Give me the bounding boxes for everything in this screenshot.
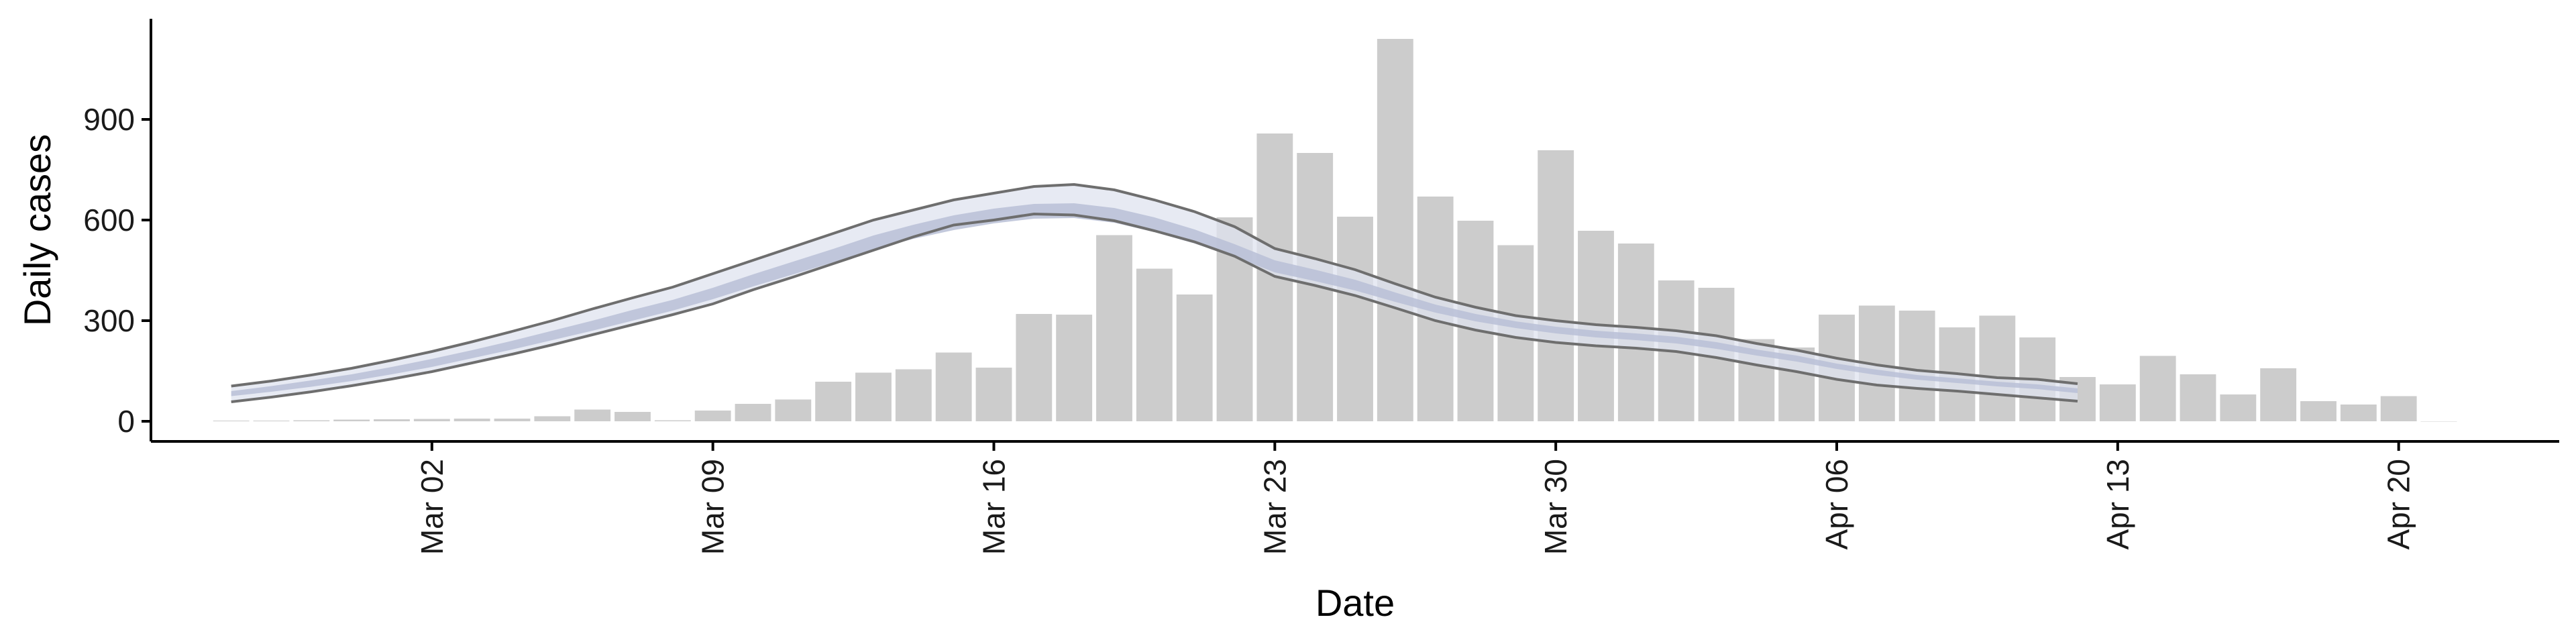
daily-cases-bar xyxy=(413,419,450,421)
daily-cases-bar xyxy=(534,416,571,421)
daily-cases-bar xyxy=(975,368,1012,421)
x-ticks: Mar 02 Mar 09 Mar 16 Mar 23 Mar 30 Apr 06 Apr … xyxy=(415,441,2416,555)
daily-cases-bar xyxy=(574,409,611,421)
daily-cases-bar xyxy=(654,420,691,421)
daily-cases-bar xyxy=(2420,421,2457,422)
daily-cases-bar xyxy=(2340,405,2377,421)
daily-cases-bar xyxy=(2180,374,2216,421)
daily-cases-bar xyxy=(2380,396,2417,421)
daily-cases-bar xyxy=(1377,39,1413,421)
daily-cases-bar xyxy=(1176,294,1213,421)
y-tick-label: 300 xyxy=(83,303,135,338)
x-tick-label: Mar 16 xyxy=(977,459,1012,555)
daily-cases-bar xyxy=(1136,268,1173,421)
daily-cases-bar xyxy=(1898,311,1935,421)
x-tick-label: Mar 30 xyxy=(1538,459,1573,555)
daily-cases-bar xyxy=(2099,384,2136,421)
estimate-upper-line xyxy=(231,182,2078,388)
daily-cases-bar xyxy=(1056,315,1093,421)
daily-cases-bar xyxy=(935,352,972,421)
daily-cases-bar xyxy=(333,419,370,421)
daily-cases-bar xyxy=(735,404,771,421)
estimate-band-layer xyxy=(231,182,2078,403)
daily-cases-bar xyxy=(775,399,812,421)
daily-cases-bar xyxy=(1538,150,1574,421)
x-tick-label: Apr 06 xyxy=(1819,459,1854,550)
daily-cases-bar xyxy=(2220,394,2257,421)
daily-cases-bar xyxy=(453,419,490,421)
daily-cases-bar xyxy=(694,411,731,421)
estimate-lower-line xyxy=(231,212,2078,403)
daily-cases-bar xyxy=(374,419,410,421)
x-tick-label: Apr 20 xyxy=(2381,459,2416,550)
daily-cases-bar xyxy=(1337,217,1373,421)
daily-cases-bar xyxy=(494,419,531,421)
estimate-band-inner xyxy=(231,203,2078,396)
daily-cases-bar xyxy=(1979,315,2016,421)
daily-cases-bar xyxy=(1016,314,1053,421)
daily-cases-bar xyxy=(614,412,651,421)
x-axis-title: Date xyxy=(1316,582,1395,624)
daily-cases-bar xyxy=(855,372,892,421)
y-ticks: 0 300 600 900 xyxy=(83,102,151,439)
daily-cases-bar xyxy=(895,369,932,421)
x-tick-label: Mar 09 xyxy=(696,459,731,555)
daily-cases-bar xyxy=(815,382,852,421)
y-tick-label: 600 xyxy=(83,203,135,237)
daily-cases-bar xyxy=(2300,401,2337,421)
x-tick-label: Mar 23 xyxy=(1257,459,1292,555)
y-tick-label: 900 xyxy=(83,102,135,137)
daily-cases-bar xyxy=(1096,235,1132,421)
daily-cases-bar xyxy=(2260,368,2297,421)
x-tick-label: Mar 02 xyxy=(415,459,449,555)
y-axis-title: Daily cases xyxy=(16,134,58,326)
x-tick-label: Apr 13 xyxy=(2100,459,2135,550)
y-tick-label: 0 xyxy=(117,404,135,439)
daily-cases-bar xyxy=(2139,356,2176,421)
bars-layer xyxy=(213,39,2457,422)
daily-cases-bar xyxy=(293,420,330,421)
